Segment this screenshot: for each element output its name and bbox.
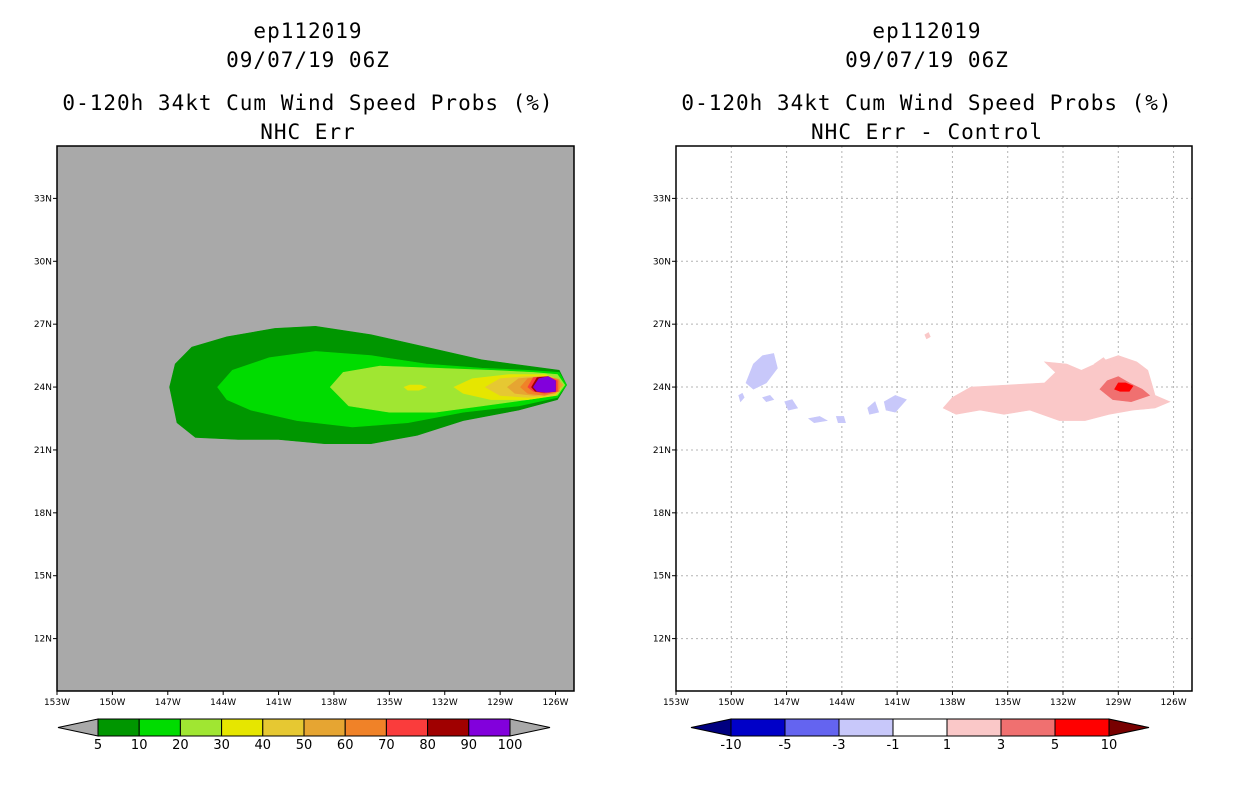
left-x-tick-label: 153W	[44, 698, 70, 708]
right-contour-1	[1093, 357, 1112, 371]
right-title-storm: ep112019	[872, 19, 982, 43]
right-title-product: 0-120h 34kt Cum Wind Speed Probs (%)	[681, 91, 1173, 115]
right-contour-neg1	[867, 401, 880, 415]
right-colorbar-label: 1	[943, 738, 951, 753]
left-colorbar-label: 10	[131, 738, 148, 753]
right-colorbar-label: -3	[833, 738, 846, 753]
right-plot-frame	[675, 145, 1193, 692]
left-title-product: 0-120h 34kt Cum Wind Speed Probs (%)	[62, 91, 554, 115]
left-y-tick-label: 15N	[34, 572, 52, 582]
left-colorbar-label: 50	[296, 738, 313, 753]
left-colorbar-label: 60	[337, 738, 354, 753]
right-colorbar-label: -10	[720, 738, 741, 753]
left-y-tick-label: 12N	[34, 635, 52, 645]
right-y-tick-label: 15N	[653, 572, 671, 582]
right-colorbar-high-arrow	[1108, 718, 1150, 737]
right-colorbar-segment	[730, 718, 786, 737]
right-colorbar-segment	[784, 718, 840, 737]
right-y-tick-label: 21N	[653, 446, 671, 456]
right-contour-neg1	[835, 416, 846, 424]
right-x-tick-label: 141W	[884, 698, 910, 708]
left-x-tick-label: 132W	[432, 698, 458, 708]
left-x-tick-label: 126W	[542, 698, 568, 708]
left-y-tick-label: 27N	[34, 320, 52, 330]
left-colorbar-label: 40	[255, 738, 272, 753]
right-contour-5	[1114, 382, 1134, 392]
right-plot-area	[676, 146, 1192, 691]
right-colorbar-label: 5	[1051, 738, 1059, 753]
right-colorbar-segment	[1000, 718, 1056, 737]
left-title-time: 09/07/19 06Z	[226, 48, 390, 72]
right-contour-neg1	[807, 416, 828, 424]
right-contour-neg1	[883, 395, 907, 413]
right-y-tick-label: 18N	[653, 509, 671, 519]
right-colorbar-segment	[892, 718, 948, 737]
right-colorbar-label: -5	[779, 738, 792, 753]
right-y-tick-label: 24N	[653, 383, 671, 393]
left-colorbar-label: 70	[378, 738, 395, 753]
right-contour-1	[942, 355, 1171, 421]
right-contour-neg1	[784, 399, 799, 411]
right-x-tick-label: 132W	[1050, 698, 1076, 708]
right-colorbar-label: 3	[997, 738, 1005, 753]
right-x-tick-label: 153W	[663, 698, 689, 708]
left-title-subtitle: NHC Err	[260, 120, 356, 144]
right-x-tick-label: 129W	[1105, 698, 1131, 708]
left-plot-frame	[56, 145, 575, 692]
right-colorbar-segment	[1054, 718, 1110, 737]
left-colorbar-label: 20	[172, 738, 189, 753]
left-x-tick-label: 135W	[376, 698, 402, 708]
left-y-tick-label: 24N	[34, 383, 52, 393]
left-y-tick-label: 21N	[34, 446, 52, 456]
right-x-tick-label: 138W	[939, 698, 965, 708]
right-y-tick-label: 27N	[653, 320, 671, 330]
right-contour-neg1	[745, 353, 778, 390]
left-y-tick-label: 33N	[34, 194, 52, 204]
right-contour-1	[924, 332, 931, 340]
right-x-tick-label: 150W	[718, 698, 744, 708]
right-x-tick-label: 126W	[1161, 698, 1187, 708]
left-y-tick-label: 30N	[34, 257, 52, 267]
left-x-tick-label: 144W	[210, 698, 236, 708]
right-colorbar-label: 10	[1101, 738, 1118, 753]
left-contour-90	[533, 376, 556, 393]
right-contour-neg1	[762, 395, 775, 403]
left-chart: 153W 150W 147W 144W 141W 138W 135W 132W 129W 126W…	[34, 145, 575, 753]
left-colorbar-high-arrow	[509, 718, 551, 737]
right-title-subtitle: NHC Err - Control	[811, 120, 1043, 144]
left-x-tick-label: 141W	[266, 698, 292, 708]
right-contour-neg1	[738, 392, 745, 403]
left-colorbar-label: 80	[419, 738, 436, 753]
right-y-tick-label: 12N	[653, 635, 671, 645]
left-x-tick-label: 129W	[487, 698, 513, 708]
left-y-tick-label: 18N	[34, 509, 52, 519]
right-colorbar-label: -1	[887, 738, 900, 753]
left-colorbar-label: 5	[94, 738, 102, 753]
right-x-tick-label: 147W	[774, 698, 800, 708]
left-colorbar-label: 90	[461, 738, 478, 753]
right-y-tick-label: 33N	[653, 194, 671, 204]
right-x-tick-label: 135W	[995, 698, 1021, 708]
right-colorbar-segment	[946, 718, 1002, 737]
left-contour-30	[403, 384, 428, 391]
left-colorbar-label: 30	[213, 738, 230, 753]
left-x-tick-label: 147W	[155, 698, 181, 708]
right-colorbar-segment	[838, 718, 894, 737]
left-x-tick-label: 150W	[99, 698, 125, 708]
right-y-tick-label: 30N	[653, 257, 671, 267]
left-x-tick-label: 138W	[321, 698, 347, 708]
right-colorbar-low-arrow	[690, 718, 732, 737]
right-x-tick-label: 144W	[829, 698, 855, 708]
right-title-time: 09/07/19 06Z	[845, 48, 1009, 72]
left-title-storm: ep112019	[253, 19, 363, 43]
left-colorbar-label: 100	[498, 738, 523, 753]
